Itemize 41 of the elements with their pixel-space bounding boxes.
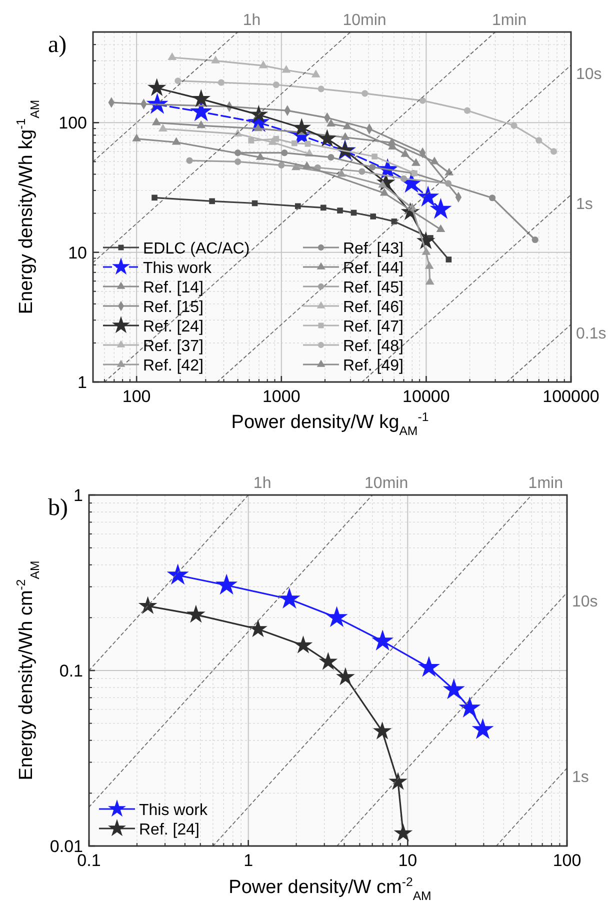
x-tick-label: 100 xyxy=(122,387,151,406)
y-tick-label: 1 xyxy=(78,373,87,392)
series-label: 10s xyxy=(576,66,602,84)
legend-label: EDLC (AC/AC) xyxy=(143,240,250,258)
legend-label: Ref. [49] xyxy=(343,358,404,374)
legend-label: Ref. [45] xyxy=(343,280,404,296)
legend-label: Ref. [42] xyxy=(143,358,204,374)
series-label: 1s xyxy=(576,196,593,213)
legend-label: Ref. [24] xyxy=(139,822,200,838)
legend-label: Ref. [44] xyxy=(343,260,404,277)
series-label: 10s xyxy=(572,594,598,611)
legend-label: Ref. [48] xyxy=(343,338,404,355)
legend-label: This work xyxy=(139,802,208,819)
legend-label: Ref. [14] xyxy=(143,280,204,296)
series-label: 1h xyxy=(242,12,261,29)
y-tick-label: 0.1 xyxy=(59,662,83,680)
series-label: 10min xyxy=(342,12,386,29)
series-label: 10min xyxy=(364,475,408,492)
x-tick-label: 10 xyxy=(398,851,418,870)
y-tick-label: 10 xyxy=(68,243,87,262)
legend-label: Ref. [43] xyxy=(343,240,404,258)
x-tick-label: 100 xyxy=(552,851,582,870)
x-tick-label: 10000 xyxy=(402,387,450,406)
series-label: 0.1s xyxy=(576,325,606,342)
legend-label: Ref. [46] xyxy=(343,299,404,316)
chart-title: b) xyxy=(48,495,68,521)
x-tick-label: 100000 xyxy=(542,387,600,406)
series-label: 1s xyxy=(572,769,589,786)
chart-title: a) xyxy=(48,32,67,58)
y-tick-label: 100 xyxy=(58,114,87,133)
legend-label: Ref. [47] xyxy=(343,318,404,336)
legend-label: Ref. [37] xyxy=(143,338,204,355)
series-label: 1h xyxy=(253,475,272,492)
x-tick-label: 1 xyxy=(244,851,254,870)
y-tick-label: 1 xyxy=(74,486,83,505)
legend-label: Ref. [15] xyxy=(143,299,204,316)
series-label: 1min xyxy=(492,12,527,29)
legend-label: Ref. [24] xyxy=(143,318,204,336)
x-tick-label: 1000 xyxy=(262,387,300,406)
legend-label: This work xyxy=(143,260,212,277)
series-label: 1min xyxy=(528,475,563,492)
